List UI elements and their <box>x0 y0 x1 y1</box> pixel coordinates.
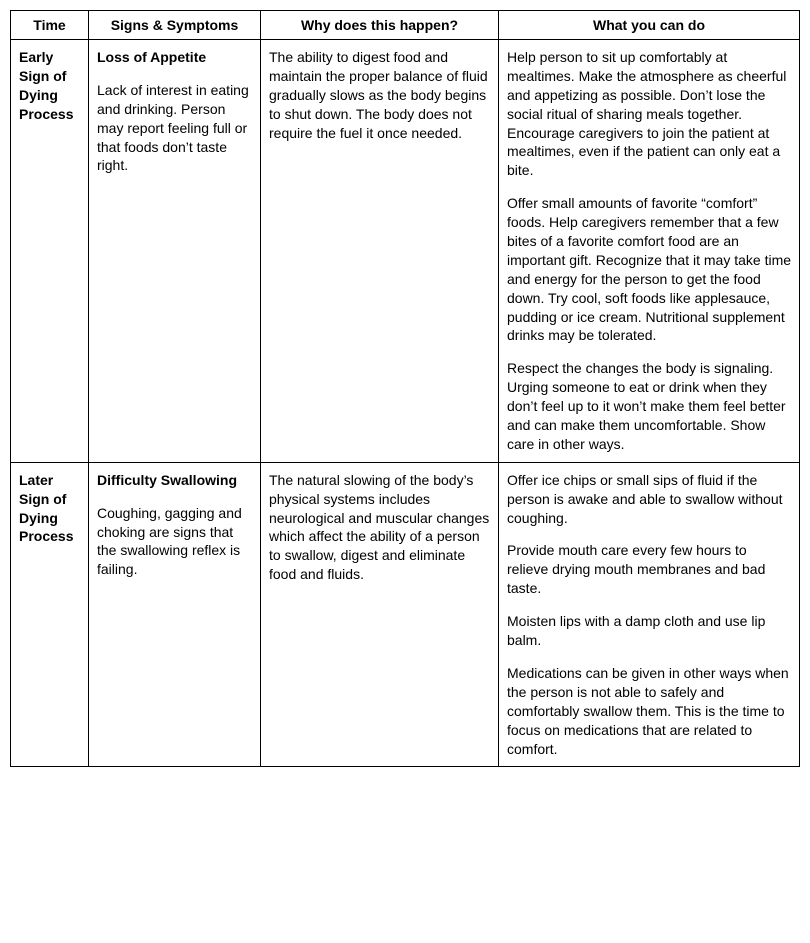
cell-why: The natural slowing of the body’s physic… <box>261 462 499 767</box>
what-para: Offer ice chips or small sips of fluid i… <box>507 471 791 528</box>
cell-what: Help person to sit up comfortably at mea… <box>499 40 800 463</box>
what-para: Provide mouth care every few hours to re… <box>507 541 791 598</box>
cell-what: Offer ice chips or small sips of fluid i… <box>499 462 800 767</box>
table-body: Early Sign of Dying Process Loss of Appe… <box>11 40 800 767</box>
col-header-time: Time <box>11 11 89 40</box>
table-row: Early Sign of Dying Process Loss of Appe… <box>11 40 800 463</box>
col-header-signs: Signs & Symptoms <box>89 11 261 40</box>
col-header-what: What you can do <box>499 11 800 40</box>
table-row: Later Sign of Dying Process Difficulty S… <box>11 462 800 767</box>
why-text: The natural slowing of the body’s physic… <box>269 471 490 584</box>
col-header-why: Why does this happen? <box>261 11 499 40</box>
cell-why: The ability to digest food and maintain … <box>261 40 499 463</box>
what-para: Respect the changes the body is signalin… <box>507 359 791 453</box>
table-header: Time Signs & Symptoms Why does this happ… <box>11 11 800 40</box>
why-text: The ability to digest food and maintain … <box>269 48 490 142</box>
table-header-row: Time Signs & Symptoms Why does this happ… <box>11 11 800 40</box>
what-para: Offer small amounts of favorite “comfort… <box>507 194 791 345</box>
sign-title: Difficulty Swallowing <box>97 471 252 490</box>
time-label: Early Sign of Dying Process <box>19 48 80 124</box>
cell-signs: Difficulty Swallowing Coughing, gagging … <box>89 462 261 767</box>
sign-title: Loss of Appetite <box>97 48 252 67</box>
what-para: Moisten lips with a damp cloth and use l… <box>507 612 791 650</box>
dying-process-table: Time Signs & Symptoms Why does this happ… <box>10 10 800 767</box>
cell-time: Early Sign of Dying Process <box>11 40 89 463</box>
cell-time: Later Sign of Dying Process <box>11 462 89 767</box>
time-label: Later Sign of Dying Process <box>19 471 80 547</box>
what-para: Help person to sit up comfortably at mea… <box>507 48 791 180</box>
sign-desc: Lack of interest in eating and drinking.… <box>97 81 252 175</box>
cell-signs: Loss of Appetite Lack of interest in eat… <box>89 40 261 463</box>
sign-desc: Coughing, gagging and choking are signs … <box>97 504 252 580</box>
what-para: Medications can be given in other ways w… <box>507 664 791 758</box>
